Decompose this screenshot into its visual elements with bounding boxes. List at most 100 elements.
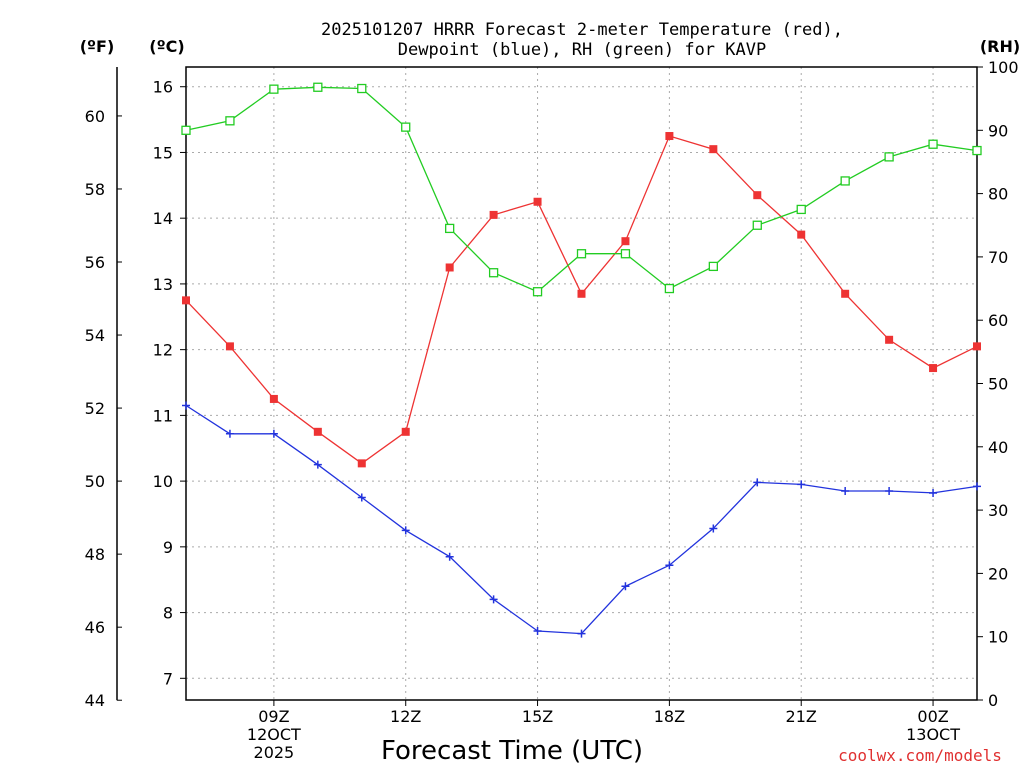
fahrenheit-tick-label: 44 bbox=[85, 691, 105, 710]
temperature-point bbox=[973, 342, 981, 351]
temperature-point bbox=[709, 145, 718, 154]
celsius-tick-label: 12 bbox=[153, 341, 173, 360]
rh-tick-label: 30 bbox=[988, 501, 1008, 520]
dewpoint-point bbox=[797, 480, 806, 489]
data-series bbox=[181, 82, 982, 638]
x-tick-label: 12OCT bbox=[247, 725, 301, 744]
celsius-tick-label: 7 bbox=[163, 669, 173, 688]
relative-humidity-point bbox=[445, 223, 455, 234]
relative-humidity-point bbox=[401, 122, 411, 132]
x-tick-label: 2025 bbox=[254, 743, 295, 762]
fahrenheit-tick-label: 54 bbox=[85, 326, 105, 345]
relative-humidity-point bbox=[532, 287, 543, 297]
rh-tick-label: 50 bbox=[988, 375, 1008, 394]
temperature-point bbox=[797, 230, 806, 239]
dewpoint-point bbox=[665, 561, 674, 570]
fahrenheit-tick-label: 60 bbox=[85, 107, 105, 126]
rh-tick-label: 80 bbox=[988, 185, 1008, 204]
dewpoint-point bbox=[973, 482, 981, 491]
celsius-tick-label: 16 bbox=[153, 78, 173, 97]
relative-humidity-point bbox=[884, 152, 894, 162]
fahrenheit-tick-label: 50 bbox=[85, 472, 105, 491]
dewpoint-point bbox=[225, 429, 234, 438]
axes: 44 46 48 50 52 54 56 58 60 7 8 9 10 11 12 13 14 15 16 0 10 20… bbox=[85, 58, 1019, 762]
dewpoint-point bbox=[313, 460, 322, 469]
dewpoint-point bbox=[577, 629, 586, 638]
rh-unit-label: (RH) bbox=[980, 37, 1020, 56]
temperature-point bbox=[885, 335, 894, 344]
celsius-tick-label: 14 bbox=[153, 209, 173, 228]
temperature-point bbox=[269, 394, 278, 403]
dewpoint-point bbox=[621, 582, 630, 591]
celsius-tick-label: 13 bbox=[153, 275, 173, 294]
relative-humidity-point bbox=[313, 82, 323, 92]
x-tick-label: 12Z bbox=[390, 707, 421, 726]
temperature-point bbox=[313, 427, 322, 436]
relative-humidity-point bbox=[620, 249, 631, 259]
relative-humidity-point bbox=[488, 268, 499, 278]
rh-tick-label: 90 bbox=[988, 121, 1008, 140]
relative-humidity-point bbox=[181, 125, 191, 135]
rh-tick-label: 40 bbox=[988, 438, 1008, 457]
temperature-point bbox=[753, 191, 762, 200]
relative-humidity-point bbox=[225, 116, 235, 126]
credit-label: coolwx.com/models bbox=[838, 746, 1002, 765]
dewpoint-point bbox=[269, 429, 278, 438]
fahrenheit-tick-label: 46 bbox=[85, 618, 105, 637]
celsius-unit-label: (ºC) bbox=[149, 37, 184, 56]
fahrenheit-unit-label: (ºF) bbox=[80, 37, 115, 56]
relative-humidity-point bbox=[972, 145, 982, 156]
chart-title-line2: Dewpoint (blue), RH (green) for KAVP bbox=[398, 40, 766, 60]
fahrenheit-tick-label: 52 bbox=[85, 399, 105, 418]
chart-title-line1: 2025101207 HRRR Forecast 2-meter Tempera… bbox=[321, 20, 843, 40]
x-tick-label: 13OCT bbox=[906, 725, 960, 744]
temperature-point bbox=[445, 263, 454, 272]
rh-tick-label: 10 bbox=[988, 628, 1008, 647]
rh-tick-label: 70 bbox=[988, 248, 1008, 267]
x-axis-label: Forecast Time (UTC) bbox=[381, 736, 643, 766]
dewpoint-point bbox=[841, 486, 850, 495]
temperature-point bbox=[665, 132, 674, 141]
x-tick-label: 15Z bbox=[522, 707, 553, 726]
temperature-point bbox=[929, 364, 938, 373]
relative-humidity-point bbox=[928, 139, 938, 149]
temperature-point bbox=[621, 237, 630, 246]
fahrenheit-tick-label: 58 bbox=[85, 180, 105, 199]
dewpoint-point bbox=[182, 401, 190, 410]
rh-tick-label: 20 bbox=[988, 564, 1008, 583]
dewpoint-point bbox=[401, 526, 410, 535]
celsius-tick-label: 9 bbox=[163, 538, 173, 557]
dewpoint-point bbox=[445, 552, 454, 561]
rh-tick-label: 60 bbox=[988, 311, 1008, 330]
temperature-point bbox=[225, 342, 234, 351]
dewpoint-point bbox=[753, 478, 762, 487]
relative-humidity-point bbox=[708, 261, 718, 272]
temperature-point bbox=[182, 296, 190, 305]
temperature-point bbox=[357, 459, 366, 468]
temperature-point bbox=[841, 289, 850, 298]
rh-tick-label: 0 bbox=[988, 691, 998, 710]
dewpoint-point bbox=[929, 488, 938, 497]
celsius-tick-label: 15 bbox=[153, 143, 173, 162]
temperature-point bbox=[401, 427, 410, 436]
temperature-point bbox=[577, 289, 586, 298]
dewpoint-point bbox=[709, 524, 718, 533]
rh-tick-label: 100 bbox=[988, 58, 1019, 77]
temperature-point bbox=[533, 197, 542, 206]
x-tick-label: 18Z bbox=[654, 707, 685, 726]
celsius-tick-label: 8 bbox=[163, 604, 173, 623]
relative-humidity-point bbox=[269, 84, 279, 94]
fahrenheit-tick-label: 48 bbox=[85, 545, 105, 564]
x-tick-label: 21Z bbox=[786, 707, 817, 726]
dewpoint-point bbox=[357, 493, 366, 502]
dewpoint-point bbox=[533, 626, 542, 635]
x-tick-label: 00Z bbox=[917, 707, 948, 726]
dewpoint-point bbox=[885, 486, 894, 495]
relative-humidity-point bbox=[840, 176, 850, 186]
relative-humidity-point bbox=[664, 283, 675, 294]
celsius-tick-label: 10 bbox=[153, 472, 173, 491]
x-tick-label: 09Z bbox=[258, 707, 289, 726]
relative-humidity-point bbox=[752, 220, 762, 230]
relative-humidity-point bbox=[796, 204, 806, 215]
